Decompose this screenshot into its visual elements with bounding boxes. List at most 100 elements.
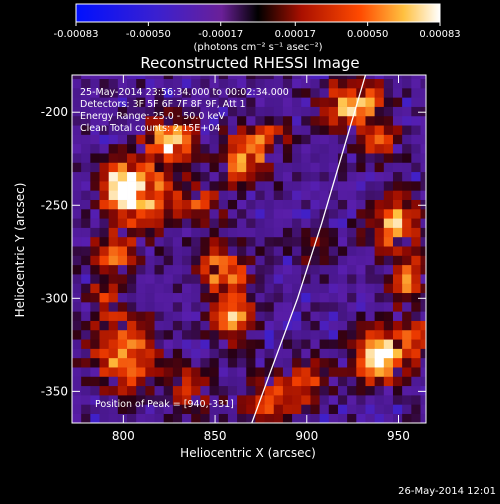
heatmap-cell	[255, 367, 265, 377]
heatmap-cell	[90, 125, 100, 135]
heatmap-cell	[347, 236, 357, 247]
heatmap-cell	[402, 236, 412, 247]
heatmap-cell	[392, 274, 403, 284]
heatmap-cell	[337, 75, 348, 80]
heatmap-cell	[108, 106, 119, 117]
heatmap-cell	[411, 320, 421, 331]
heatmap-cell	[310, 339, 320, 349]
heatmap-cell	[255, 190, 265, 200]
heatmap-cell	[374, 199, 385, 210]
heatmap-cell	[209, 236, 220, 247]
heatmap-cell	[182, 320, 192, 331]
heatmap-cell	[218, 171, 229, 182]
heatmap-cell	[411, 357, 421, 368]
heatmap-cell	[282, 162, 293, 173]
heatmap-cell	[108, 311, 119, 321]
heatmap-cell	[200, 190, 210, 200]
heatmap-cell	[255, 320, 265, 331]
heatmap-cell	[227, 106, 238, 117]
heatmap-cell	[356, 143, 366, 154]
y-axis-label: Heliocentric Y (arcsec)	[13, 183, 27, 318]
heatmap-cell	[191, 357, 201, 368]
heatmap-cell	[273, 125, 284, 135]
heatmap-cell	[154, 274, 165, 284]
heatmap-cell	[402, 357, 412, 368]
heatmap-cell	[337, 171, 348, 182]
heatmap-cell	[255, 181, 265, 191]
heatmap-cell	[402, 190, 412, 200]
heatmap-cell	[182, 106, 192, 117]
heatmap-cell	[347, 376, 357, 387]
heatmap-cell	[209, 302, 220, 312]
heatmap-cell	[374, 162, 385, 173]
heatmap-cell	[227, 208, 238, 219]
heatmap-cell	[347, 395, 357, 405]
heatmap-cell	[218, 357, 229, 368]
heatmap-cell	[365, 106, 375, 117]
heatmap-cell	[392, 153, 403, 163]
heatmap-cell	[81, 385, 91, 396]
heatmap-cell	[420, 404, 426, 414]
heatmap-cell	[182, 153, 192, 163]
heatmap-cell	[301, 199, 311, 210]
heatmap-cell	[319, 357, 330, 368]
heatmap-cell	[246, 302, 256, 312]
heatmap-cell	[374, 283, 385, 294]
heatmap-cell	[72, 246, 82, 256]
heatmap-cell	[383, 153, 394, 163]
heatmap-image	[72, 75, 426, 423]
heatmap-cell	[356, 404, 366, 414]
heatmap-cell	[301, 143, 311, 154]
heatmap-cell	[319, 236, 330, 247]
heatmap-cell	[227, 395, 238, 405]
heatmap-cell	[209, 97, 220, 107]
heatmap-cell	[310, 311, 320, 321]
heatmap-cell	[145, 274, 155, 284]
heatmap-cell	[191, 208, 201, 219]
heatmap-cell	[145, 208, 155, 219]
heatmap-cell	[319, 395, 330, 405]
heatmap-cell	[328, 348, 339, 359]
heatmap-cell	[365, 143, 375, 154]
heatmap-cell	[81, 395, 91, 405]
heatmap-cell	[301, 106, 311, 117]
heatmap-cell	[319, 115, 330, 126]
heatmap-cell	[172, 329, 183, 340]
heatmap-cell	[374, 218, 385, 228]
heatmap-cell	[411, 385, 421, 396]
heatmap-cell	[264, 264, 275, 275]
heatmap-cell	[337, 134, 348, 145]
heatmap-cell	[282, 264, 293, 275]
heatmap-cell	[99, 292, 109, 303]
heatmap-cell	[182, 236, 192, 247]
heatmap-cell	[310, 171, 320, 182]
heatmap-cell	[292, 274, 302, 284]
heatmap-cell	[172, 236, 183, 247]
heatmap-cell	[264, 339, 275, 349]
heatmap-cell	[411, 348, 421, 359]
heatmap-cell	[347, 367, 357, 377]
heatmap-cell	[99, 264, 109, 275]
heatmap-cell	[99, 153, 109, 163]
heatmap-cell	[172, 181, 183, 191]
heatmap-cell	[420, 395, 426, 405]
heatmap-cell	[209, 404, 220, 414]
heatmap-cell	[365, 190, 375, 200]
heatmap-cell	[282, 413, 293, 423]
heatmap-cell	[264, 115, 275, 126]
heatmap-cell	[81, 97, 91, 107]
heatmap-cell	[227, 274, 238, 284]
heatmap-cell	[365, 357, 375, 368]
heatmap-cell	[154, 302, 165, 312]
heatmap-cell	[319, 162, 330, 173]
heatmap-cell	[209, 274, 220, 284]
heatmap-cell	[237, 367, 247, 377]
heatmap-cell	[273, 78, 284, 89]
heatmap-cell	[172, 367, 183, 377]
colorbar-ticks: -0.00083 -0.00050 -0.00017 0.00017 0.00050 0.…	[54, 22, 461, 40]
heatmap-cell	[319, 385, 330, 396]
heatmap-cell	[337, 78, 348, 89]
heatmap-cell	[99, 320, 109, 331]
heatmap-cell	[81, 320, 91, 331]
heatmap-cell	[136, 143, 146, 154]
